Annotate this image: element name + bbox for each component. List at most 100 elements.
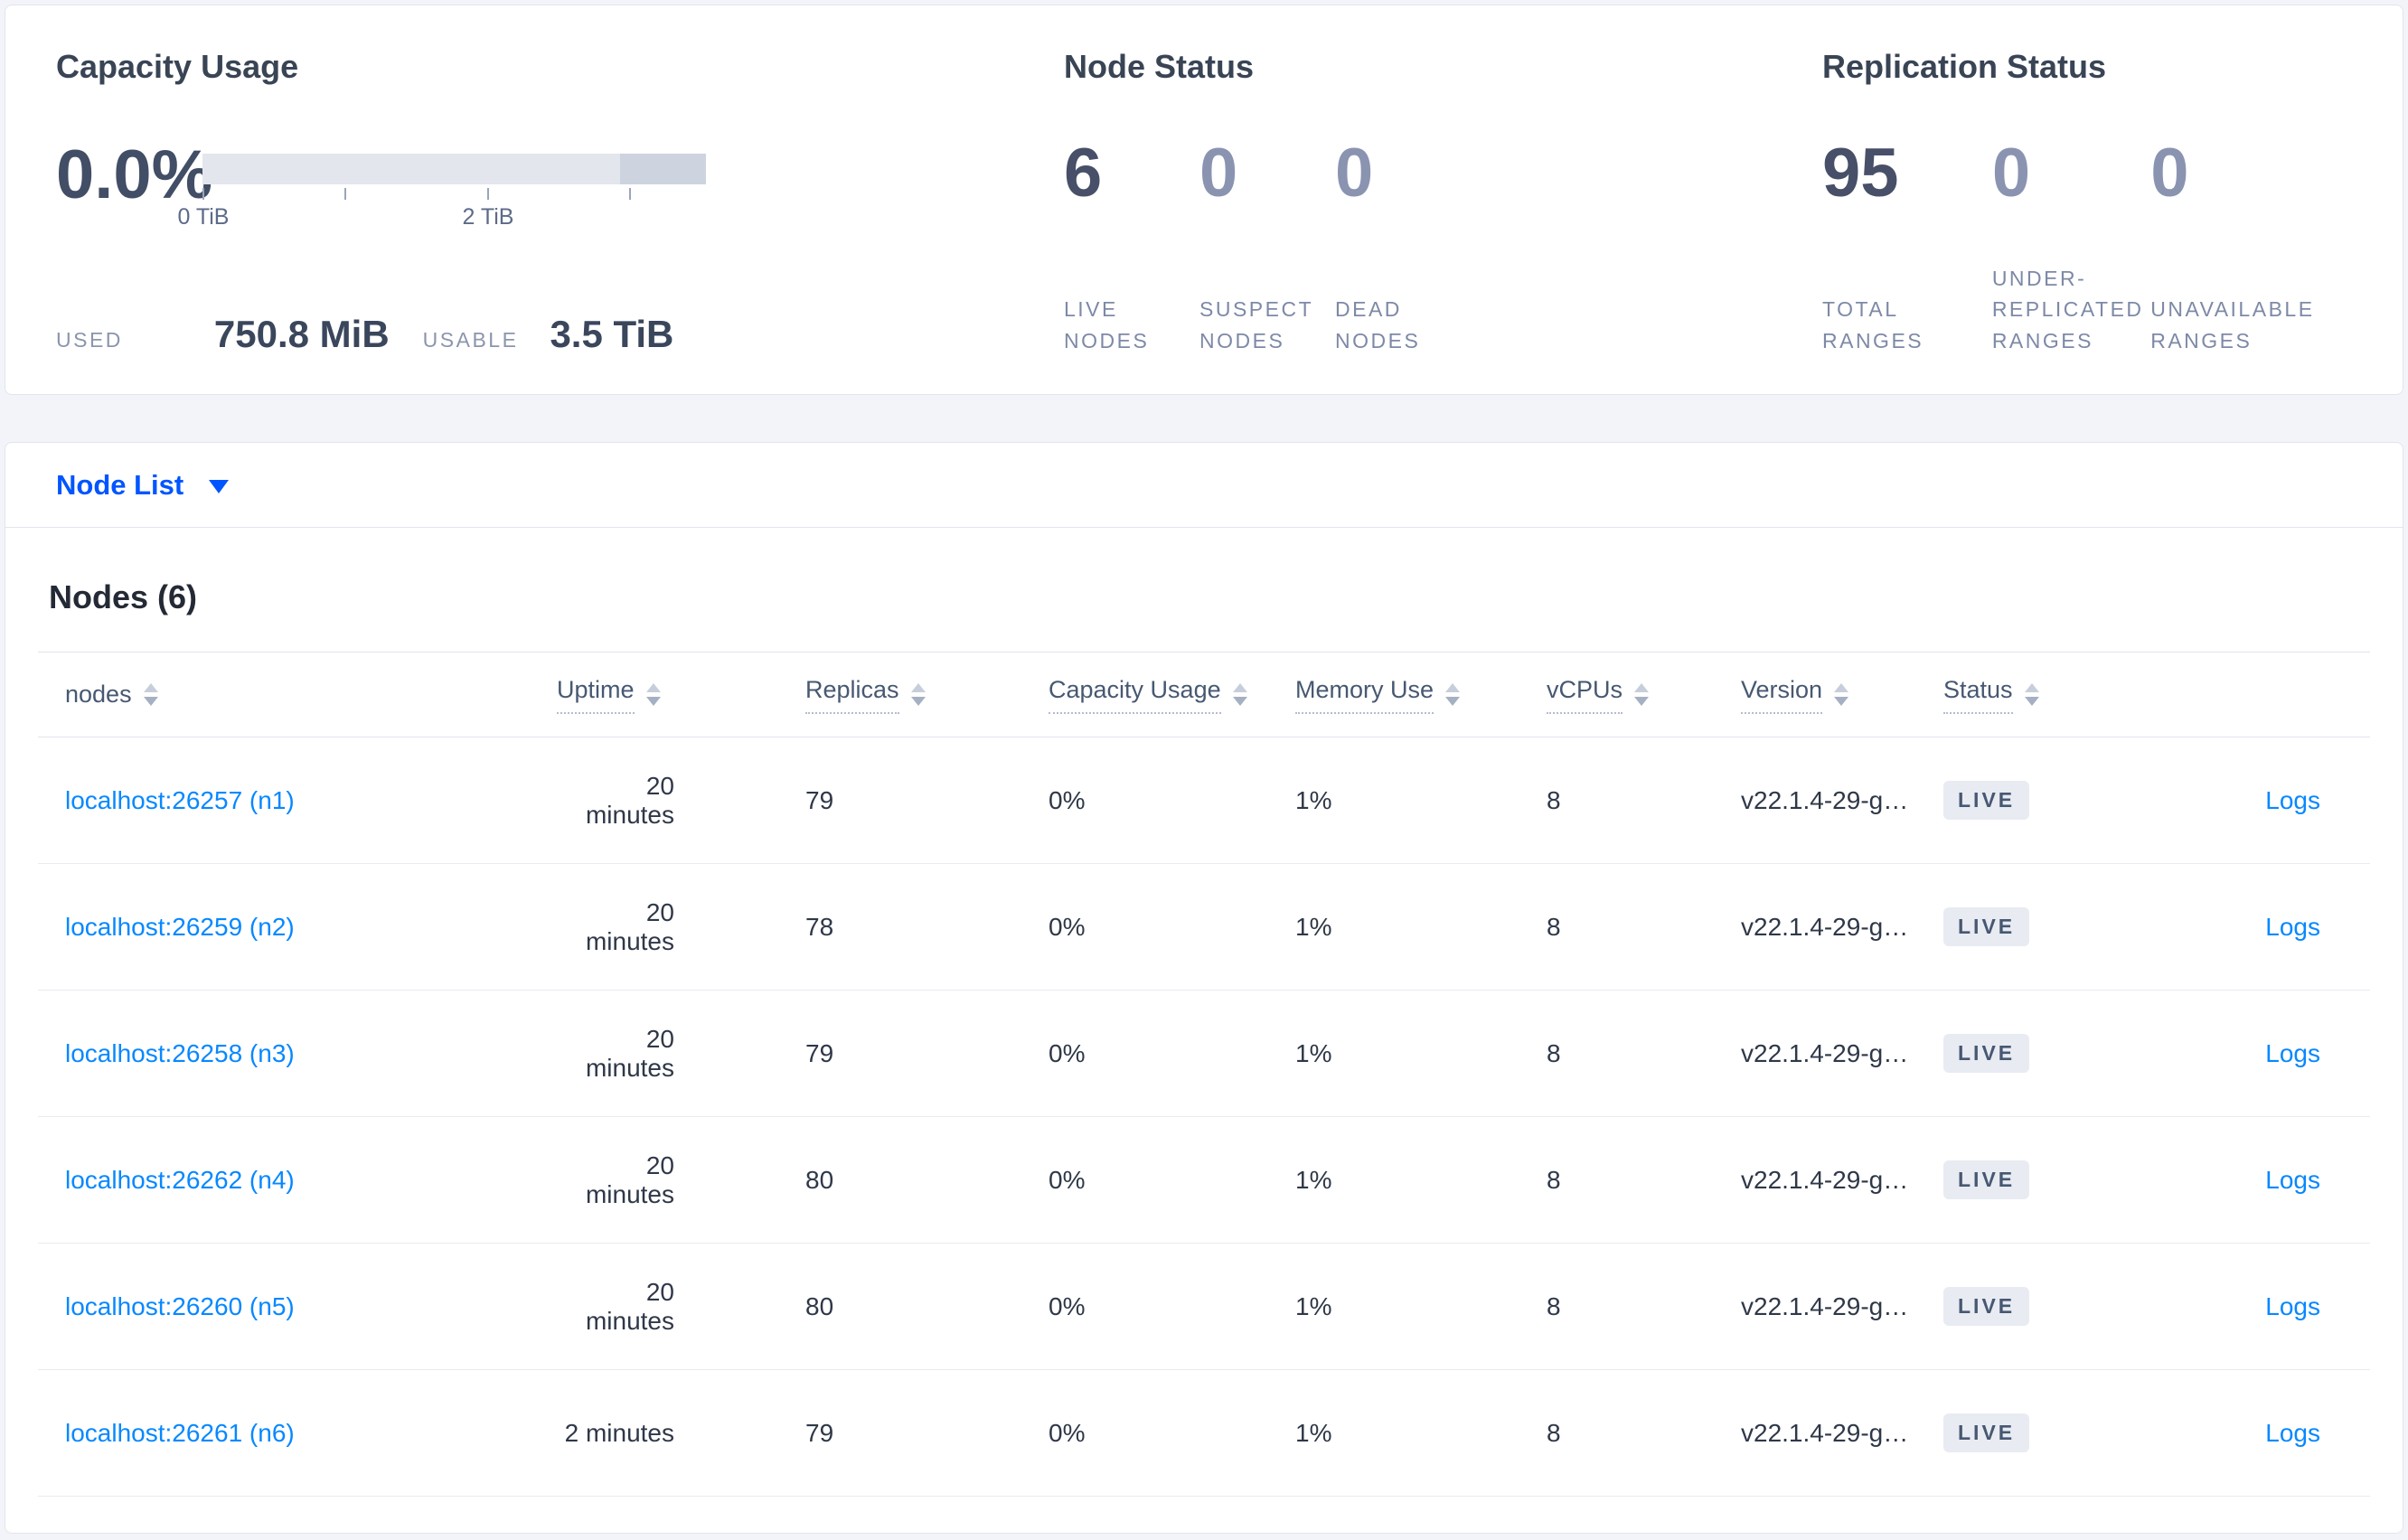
sort-icon — [1834, 683, 1849, 706]
sort-icon — [2024, 683, 2039, 706]
capacity-cell: 0% — [1049, 1291, 1086, 1320]
sort-icon — [910, 683, 926, 706]
capacity-bar-track — [202, 153, 706, 184]
sort-icon — [1232, 683, 1247, 706]
cluster-summary-card: Capacity Usage 0.0% 0 TiB 2 TiB USED 750… — [5, 5, 2403, 395]
tick-label-0: 0 TiB — [177, 203, 230, 230]
capacity-bar: 0 TiB 2 TiB — [178, 153, 706, 230]
table-row: localhost:26259 (n2) 20 minutes 78 0% 1%… — [38, 864, 2370, 991]
under-replicated-ranges-stat: 0 UNDER-REPLICATED RANGES — [1991, 134, 2150, 356]
uptime-cell: 20 minutes — [585, 1024, 674, 1082]
memory-cell: 1% — [1295, 912, 1332, 941]
sort-icon — [143, 683, 158, 706]
nodes-table-header-row: nodes Uptime Replicas Capacity Usage Mem… — [38, 652, 2370, 737]
replicas-cell: 79 — [805, 1038, 834, 1067]
version-cell: v22.1.4-29-g… — [1741, 1291, 1909, 1320]
vcpus-cell: 8 — [1547, 1165, 1561, 1194]
table-row: localhost:26262 (n4) 20 minutes 80 0% 1%… — [38, 1117, 2370, 1244]
column-header-label: Status — [1943, 676, 2013, 714]
column-header-version[interactable]: Version — [1741, 676, 1943, 714]
column-header-label: Capacity Usage — [1049, 676, 1221, 714]
column-header-status[interactable]: Status — [1943, 676, 2130, 714]
memory-cell: 1% — [1295, 1165, 1332, 1194]
memory-cell: 1% — [1295, 785, 1332, 814]
suspect-nodes-value: 0 — [1199, 134, 1238, 211]
column-header-label: Version — [1741, 676, 1823, 714]
view-mode-bar: Node List — [5, 443, 2403, 528]
column-header-memory-use[interactable]: Memory Use — [1295, 676, 1547, 714]
live-nodes-value: 6 — [1064, 134, 1103, 211]
total-ranges-label: TOTAL RANGES — [1822, 297, 1924, 352]
dead-nodes-stat: 0 DEAD NODES — [1335, 134, 1471, 356]
uptime-cell: 20 minutes — [585, 771, 674, 829]
column-header-replicas[interactable]: Replicas — [805, 676, 1049, 714]
status-badge: LIVE — [1943, 1287, 2030, 1326]
node-link[interactable]: localhost:26262 (n4) — [65, 1165, 295, 1194]
tick-mark — [629, 187, 631, 200]
node-list-dropdown[interactable]: Node List — [56, 468, 230, 502]
column-header-label: Replicas — [805, 676, 899, 714]
replication-status-title: Replication Status — [1822, 48, 2107, 85]
node-link[interactable]: localhost:26259 (n2) — [65, 912, 295, 941]
node-link[interactable]: localhost:26257 (n1) — [65, 785, 295, 814]
replication-stats: 95 TOTAL RANGES 0 UNDER-REPLICATED RANGE… — [1822, 134, 2363, 356]
capacity-bar-reserved-segment — [620, 153, 706, 184]
replicas-cell: 80 — [805, 1165, 834, 1194]
used-label: USED — [56, 328, 123, 352]
version-cell: v22.1.4-29-g… — [1741, 1165, 1909, 1194]
tick-label-2: 2 TiB — [462, 203, 514, 230]
suspect-nodes-stat: 0 SUSPECT NODES — [1199, 134, 1335, 356]
node-list-dropdown-label: Node List — [56, 468, 184, 501]
logs-link[interactable]: Logs — [2265, 1165, 2320, 1194]
version-cell: v22.1.4-29-g… — [1741, 785, 1909, 814]
table-row: localhost:26261 (n6) 2 minutes 79 0% 1% … — [38, 1370, 2370, 1497]
capacity-usage-section: Capacity Usage 0.0% 0 TiB 2 TiB USED 750… — [56, 49, 1064, 356]
capacity-cell: 0% — [1049, 785, 1086, 814]
replication-status-section: Replication Status 95 TOTAL RANGES 0 UND… — [1822, 49, 2363, 356]
under-replicated-ranges-value: 0 — [1991, 134, 2031, 211]
logs-link[interactable]: Logs — [2265, 1418, 2320, 1447]
nodes-table: nodes Uptime Replicas Capacity Usage Mem… — [38, 652, 2370, 1497]
replicas-cell: 78 — [805, 912, 834, 941]
nodes-card: Node List Nodes (6) nodes Uptime Replica… — [5, 442, 2403, 1534]
usable-value: 3.5 TiB — [550, 313, 674, 355]
table-row: localhost:26260 (n5) 20 minutes 80 0% 1%… — [38, 1244, 2370, 1370]
vcpus-cell: 8 — [1547, 1038, 1561, 1067]
sort-icon — [645, 683, 661, 706]
status-badge: LIVE — [1943, 781, 2030, 820]
uptime-cell: 20 minutes — [585, 1150, 674, 1208]
column-header-capacity-usage[interactable]: Capacity Usage — [1049, 676, 1295, 714]
logs-link[interactable]: Logs — [2265, 1038, 2320, 1067]
capacity-percent-value: 0.0% — [56, 136, 213, 213]
column-header-label: Memory Use — [1295, 676, 1434, 714]
node-status-title: Node Status — [1064, 48, 1255, 85]
column-header-uptime[interactable]: Uptime — [557, 676, 805, 714]
column-header-vcpus[interactable]: vCPUs — [1547, 676, 1741, 714]
table-row: localhost:26258 (n3) 20 minutes 79 0% 1%… — [38, 991, 2370, 1117]
column-header-nodes[interactable]: nodes — [38, 681, 557, 709]
capacity-cell: 0% — [1049, 912, 1086, 941]
logs-link[interactable]: Logs — [2265, 912, 2320, 941]
node-link[interactable]: localhost:26258 (n3) — [65, 1038, 295, 1067]
dead-nodes-value: 0 — [1335, 134, 1374, 211]
total-ranges-value: 95 — [1822, 134, 1899, 211]
node-status-stats: 6 LIVE NODES 0 SUSPECT NODES 0 DEAD NODE… — [1064, 134, 1822, 356]
node-link[interactable]: localhost:26260 (n5) — [65, 1291, 295, 1320]
logs-link[interactable]: Logs — [2265, 1291, 2320, 1320]
capacity-bar-ticks: 0 TiB 2 TiB — [178, 184, 706, 230]
nodes-count-heading: Nodes (6) — [49, 578, 198, 615]
column-header-label: nodes — [65, 681, 132, 708]
logs-link[interactable]: Logs — [2265, 785, 2320, 814]
capacity-cell: 0% — [1049, 1038, 1086, 1067]
status-badge: LIVE — [1943, 1160, 2030, 1199]
tick-mark — [202, 187, 204, 200]
table-row: localhost:26257 (n1) 20 minutes 79 0% 1%… — [38, 737, 2370, 864]
memory-cell: 1% — [1295, 1418, 1332, 1447]
capacity-gauge: 0.0% 0 TiB 2 TiB — [56, 136, 1064, 230]
node-link[interactable]: localhost:26261 (n6) — [65, 1418, 295, 1447]
replicas-cell: 79 — [805, 785, 834, 814]
used-value: 750.8 MiB — [213, 313, 390, 355]
status-badge: LIVE — [1943, 907, 2030, 946]
version-cell: v22.1.4-29-g… — [1741, 912, 1909, 941]
dead-nodes-label: DEAD NODES — [1335, 297, 1421, 352]
